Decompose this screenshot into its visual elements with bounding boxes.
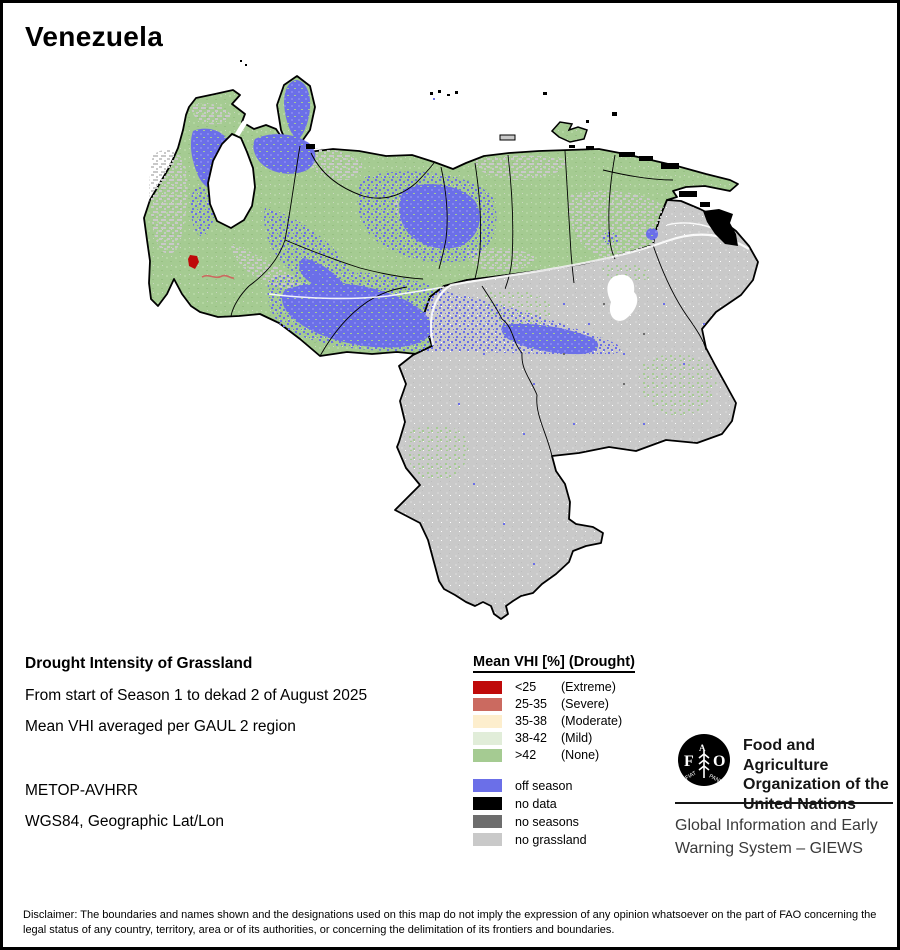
legend-label: (Moderate) bbox=[561, 714, 623, 728]
giews-line: Warning System – GIEWS bbox=[675, 840, 863, 857]
giews-line: Global Information and Early bbox=[675, 817, 878, 834]
legend-label: no grassland bbox=[515, 832, 587, 847]
legend-swatch-mild bbox=[473, 731, 502, 745]
legend-item-none: >42 (None) bbox=[473, 748, 693, 762]
page-title: Venezuela bbox=[25, 21, 164, 52]
legend-swatch-off-season bbox=[473, 779, 502, 792]
islands bbox=[240, 60, 738, 246]
legend-swatch-no-seasons bbox=[473, 815, 502, 828]
legend-item-no-data: no data bbox=[473, 796, 693, 811]
fao-org-name: Food and Agriculture Organization of the… bbox=[743, 736, 897, 814]
legend-swatch-extreme bbox=[473, 680, 502, 694]
map-aggregation: Mean VHI averaged per GAUL 2 region bbox=[25, 718, 296, 735]
legend-label: no data bbox=[515, 796, 557, 811]
venezuela-drought-map bbox=[143, 60, 759, 620]
legend-label: (None) bbox=[561, 748, 600, 762]
legend-range: <25 bbox=[515, 680, 537, 694]
map-subtitle: Drought Intensity of Grassland bbox=[25, 655, 253, 672]
wheat-ear-icon bbox=[698, 751, 710, 778]
svg-text:FIAT: FIAT bbox=[685, 770, 699, 781]
legend-label: (Extreme) bbox=[561, 680, 616, 694]
legend: Mean VHI [%] (Drought) <25 (Extreme) 25-… bbox=[473, 653, 693, 851]
legend-range: 38-42 bbox=[515, 731, 547, 745]
fao-org-line: United Nations bbox=[743, 795, 856, 813]
legend-label: (Severe) bbox=[561, 697, 609, 711]
disclaimer-text: Disclaimer: The boundaries and names sho… bbox=[23, 909, 877, 936]
legend-item-moderate: 35-38 (Moderate) bbox=[473, 714, 693, 728]
legend-swatch-severe bbox=[473, 697, 502, 711]
coastal-no-data bbox=[306, 144, 710, 207]
admin-boundaries bbox=[230, 145, 707, 457]
no-seasons-specks bbox=[563, 303, 645, 385]
drought-severe-line bbox=[201, 274, 235, 279]
legend-range: >42 bbox=[515, 748, 537, 762]
map-period: From start of Season 1 to dekad 2 of Aug… bbox=[25, 687, 368, 704]
legend-swatch-none bbox=[473, 748, 502, 762]
svg-text:F: F bbox=[684, 753, 694, 770]
giews-name: Global Information and Early Warning Sys… bbox=[675, 814, 878, 860]
legend-item-mild: 38-42 (Mild) bbox=[473, 731, 693, 745]
lake-maracaibo bbox=[207, 120, 256, 230]
legend-swatch-moderate bbox=[473, 714, 502, 728]
svg-text:A: A bbox=[699, 743, 706, 753]
legend-range: 25-35 bbox=[515, 697, 547, 711]
map-sensor: METOP-AVHRR bbox=[25, 782, 139, 799]
legend-item-off-season: off season bbox=[473, 778, 693, 793]
legend-label: no seasons bbox=[515, 814, 579, 829]
map-projection: WGS84, Geographic Lat/Lon bbox=[25, 813, 225, 830]
drought-extreme-spot bbox=[188, 255, 199, 269]
legend-range: 35-38 bbox=[515, 714, 547, 728]
white-patch bbox=[607, 274, 638, 321]
legend-label: off season bbox=[515, 778, 573, 793]
legend-item-no-grassland: no grassland bbox=[473, 832, 693, 847]
legend-item-no-seasons: no seasons bbox=[473, 814, 693, 829]
legend-label: (Mild) bbox=[561, 731, 593, 745]
legend-swatch-no-data bbox=[473, 797, 502, 810]
legend-swatch-no-grassland bbox=[473, 833, 502, 846]
svg-text:O: O bbox=[713, 753, 725, 770]
fao-org-line: Organization of the bbox=[743, 776, 889, 793]
legend-item-extreme: <25 (Extreme) bbox=[473, 680, 693, 694]
fao-org-line: Food and Agriculture bbox=[743, 737, 829, 774]
branding-divider bbox=[675, 802, 893, 804]
legend-item-severe: 25-35 (Severe) bbox=[473, 697, 693, 711]
trinidad-no-data bbox=[703, 209, 738, 246]
legend-title: Mean VHI [%] (Drought) bbox=[473, 654, 635, 673]
fao-logo-icon: F A O FIAT PANIS bbox=[678, 734, 730, 786]
